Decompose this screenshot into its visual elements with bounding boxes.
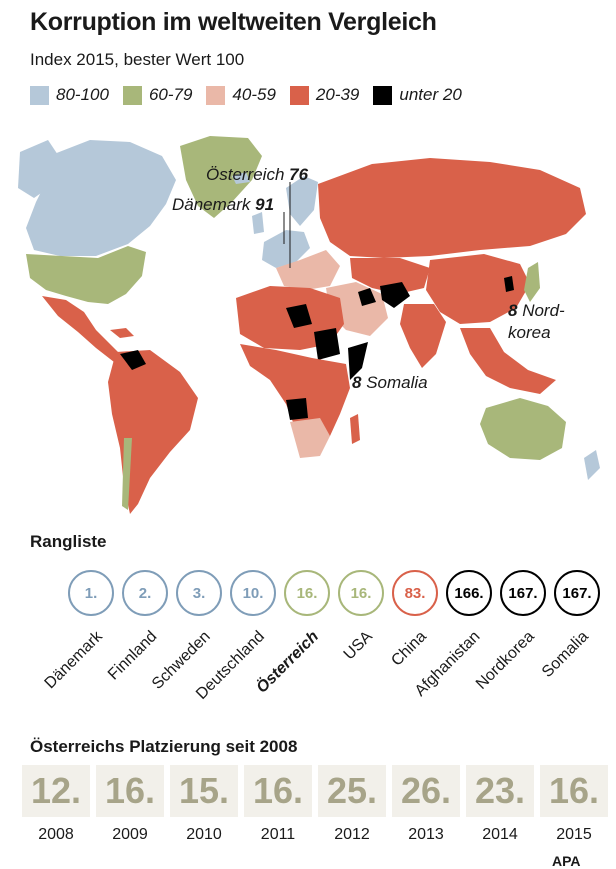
region-western-europe [262, 230, 310, 268]
rank-circle: 2. [122, 570, 168, 616]
rank-circle: 167. [554, 570, 600, 616]
legend-swatch [206, 85, 226, 105]
legend-item-40-59: 40-59 [206, 85, 276, 105]
legend-swatch [289, 85, 309, 105]
region-south-america [108, 350, 198, 514]
legend-swatch [30, 85, 49, 105]
history-place: 15. [170, 765, 238, 817]
history-title: Österreichs Platzierung seit 2008 [30, 737, 298, 756]
label-north-korea: 8 Nord- [508, 301, 565, 320]
region-afghanistan [380, 282, 410, 308]
region-india [400, 304, 446, 368]
history-year: 2008 [38, 826, 74, 843]
legend: 80-100 60-79 40-59 20-39 unter 20 [30, 85, 476, 105]
history-year: 2009 [112, 826, 148, 843]
history-place: 16. [96, 765, 164, 817]
legend-label: 80-100 [56, 85, 109, 104]
legend-item-20-39: 20-39 [289, 85, 360, 105]
history-year: 2013 [408, 826, 444, 843]
legend-swatch [122, 85, 142, 105]
page-title: Korruption im weltweiten Vergleich [30, 8, 437, 36]
legend-item-80-100: 80-100 [30, 85, 109, 105]
rank-circle: 3. [176, 570, 222, 616]
region-venezuela [120, 350, 146, 370]
legend-swatch [373, 85, 393, 105]
legend-item-unter-20: unter 20 [373, 85, 462, 105]
region-central-america [42, 296, 124, 362]
rank-circle: 1. [68, 570, 114, 616]
rank-label: Somalia [539, 628, 593, 681]
region-caribbean [110, 328, 134, 338]
region-scandinavia [286, 176, 318, 226]
region-china [426, 254, 530, 324]
region-somalia [348, 342, 368, 380]
rank-circle: 16. [338, 570, 384, 616]
history-place: 16. [244, 765, 312, 817]
history-place: 12. [22, 765, 90, 817]
history-year: 2015 [556, 826, 592, 843]
legend-label: unter 20 [399, 85, 462, 104]
region-new-zealand [584, 450, 600, 480]
region-australia [480, 398, 566, 460]
rank-circle: 83. [392, 570, 438, 616]
label-austria: Österreich 76 [206, 165, 309, 184]
apa-logo: APA [552, 853, 581, 869]
region-sudan [314, 328, 340, 360]
region-russia [318, 158, 586, 258]
rank-circle: 16. [284, 570, 330, 616]
history-place: 23. [466, 765, 534, 817]
legend-label: 60-79 [148, 85, 193, 104]
history-place: 16. [540, 765, 608, 817]
region-japan [524, 262, 540, 302]
region-southern-africa [290, 418, 330, 458]
region-iceland [232, 172, 250, 184]
rank-circle: 10. [230, 570, 276, 616]
label-somalia: 8 Somalia [352, 373, 428, 392]
history-year: 2012 [334, 826, 370, 843]
world-map: Österreich 76 Dänemark 91 8 Nord- korea … [18, 136, 600, 514]
history-year: 2011 [260, 826, 296, 843]
region-iraq [358, 288, 376, 306]
legend-label: 40-59 [232, 85, 276, 104]
history-place: 25. [318, 765, 386, 817]
region-north-korea [504, 276, 514, 292]
rank-label: Nordkorea [473, 628, 539, 693]
region-greenland [180, 136, 262, 218]
ranking-title: Rangliste [30, 532, 107, 551]
page-subtitle: Index 2015, bester Wert 100 [30, 50, 245, 69]
region-chile [122, 438, 132, 510]
rank-circle: 167. [500, 570, 546, 616]
region-canada [26, 140, 176, 256]
region-madagascar [350, 414, 360, 444]
rank-circle: 166. [446, 570, 492, 616]
history-year: 2010 [186, 826, 222, 843]
region-usa [26, 246, 146, 304]
rank-label: China [388, 628, 431, 670]
region-southeast-asia [460, 328, 556, 394]
legend-item-60-79: 60-79 [122, 85, 193, 105]
history-year: 2014 [482, 826, 518, 843]
region-eastern-europe [276, 250, 340, 290]
rank-label: Dänemark [41, 628, 107, 693]
region-uk [252, 212, 264, 234]
region-angola [286, 398, 308, 420]
label-denmark: Dänemark 91 [172, 195, 274, 214]
rank-label: USA [340, 628, 377, 664]
legend-label: 20-39 [315, 85, 360, 104]
region-libya [286, 304, 312, 328]
history-place: 26. [392, 765, 460, 817]
label-north-korea-line2: korea [508, 323, 551, 342]
region-central-asia [350, 258, 430, 294]
region-central-africa [240, 344, 350, 448]
